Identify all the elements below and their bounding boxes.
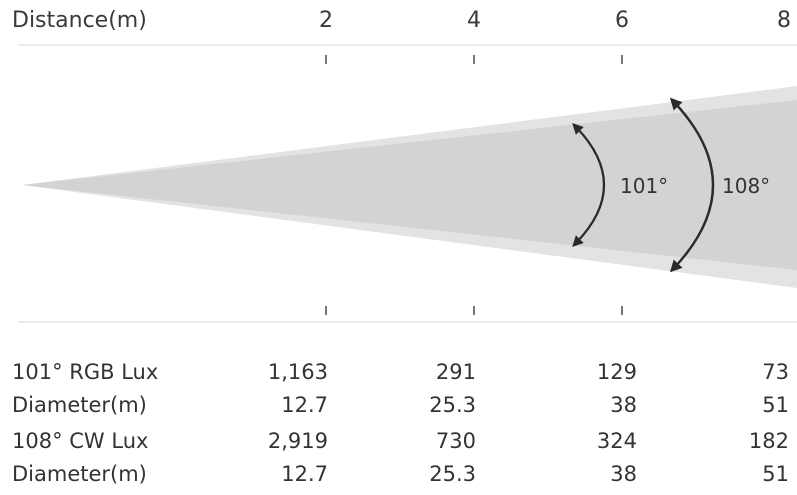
table-cell: 51 <box>762 393 789 417</box>
distance-tick-label: 2 <box>319 8 333 33</box>
table-cell: 25.3 <box>429 393 476 417</box>
table-cell: 1,163 <box>267 360 328 384</box>
table-cell: 324 <box>596 429 637 453</box>
distance-tick-label: 4 <box>467 8 481 33</box>
table-cell: 73 <box>762 360 789 384</box>
table-cell: 730 <box>435 429 476 453</box>
row-label: Diameter(m) <box>12 462 147 486</box>
distance-tick-label: 8 <box>777 8 791 33</box>
table-cell: 12.7 <box>281 462 328 486</box>
table-cell: 38 <box>610 462 637 486</box>
table-cell: 51 <box>762 462 789 486</box>
table-cell: 182 <box>748 429 789 453</box>
beam-101-cone <box>22 100 797 270</box>
table-row: Diameter(m) 12.7 25.3 38 51 <box>0 393 797 423</box>
row-label: Diameter(m) <box>12 393 147 417</box>
table-row: 108° CW Lux 2,919 730 324 182 <box>0 429 797 459</box>
table-cell: 129 <box>596 360 637 384</box>
beam-108-angle-label: 108° <box>722 174 770 198</box>
row-label: 108° CW Lux <box>12 429 149 453</box>
table-cell: 2,919 <box>267 429 328 453</box>
beam-108-angle-arrow <box>669 97 715 273</box>
table-row: 101° RGB Lux 1,163 291 129 73 <box>0 360 797 390</box>
table-cell: 38 <box>610 393 637 417</box>
table-row: Diameter(m) 12.7 25.3 38 51 <box>0 462 797 492</box>
row-label: 101° RGB Lux <box>12 360 159 384</box>
table-cell: 25.3 <box>429 462 476 486</box>
table-cell: 12.7 <box>281 393 328 417</box>
beam-101-angle-label: 101° <box>620 174 668 198</box>
beam-101-angle-arrow <box>572 123 605 247</box>
table-cell: 291 <box>435 360 476 384</box>
distance-tick-label: 6 <box>615 8 629 33</box>
distance-axis-title: Distance(m) <box>12 8 147 33</box>
